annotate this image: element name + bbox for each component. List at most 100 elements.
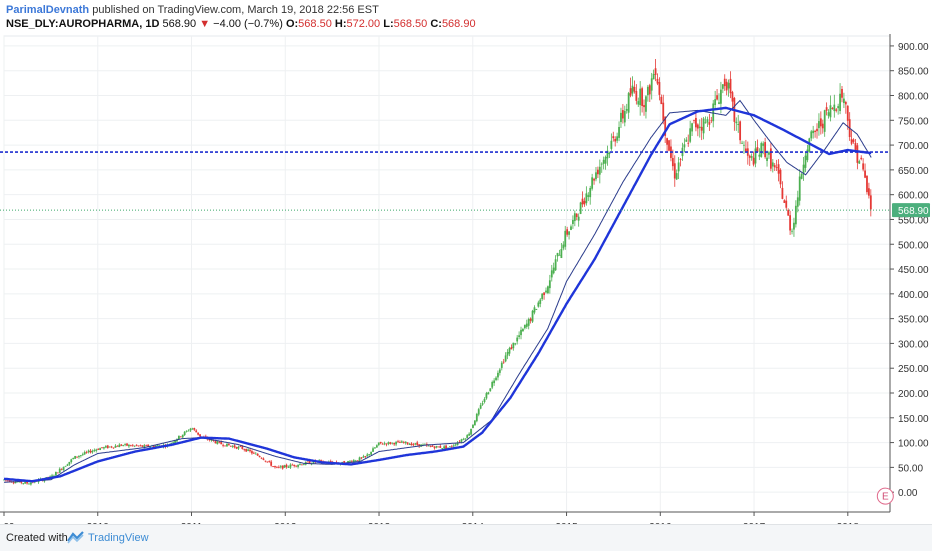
candle-body	[458, 441, 461, 443]
candle-body	[210, 439, 213, 441]
candle-body	[495, 377, 497, 380]
candle	[512, 342, 515, 351]
y-tick-label: 700.00	[898, 141, 929, 152]
candle-body	[95, 449, 98, 451]
candle	[794, 200, 797, 228]
publish-info: ParimalDevnath published on TradingView.…	[6, 3, 379, 17]
candle-body	[233, 445, 236, 448]
dividend-marker-circle[interactable]	[876, 487, 894, 505]
candle	[464, 438, 467, 441]
candle-body	[641, 88, 644, 106]
candle-body	[427, 445, 430, 447]
candle	[810, 129, 813, 142]
candle-body	[621, 110, 624, 119]
candle	[506, 349, 509, 360]
candle-body	[760, 143, 763, 157]
candle	[614, 136, 617, 147]
candle-body	[602, 159, 605, 164]
candle	[531, 309, 534, 324]
candle-body	[235, 446, 238, 449]
candle-body	[247, 449, 249, 451]
candle	[385, 443, 388, 447]
candle-body	[752, 157, 755, 165]
candle	[516, 335, 519, 345]
candle-body	[581, 198, 584, 205]
dividend-marker[interactable]: E	[876, 487, 894, 505]
candle-body	[789, 215, 792, 231]
candle-body	[395, 441, 397, 445]
candle	[449, 446, 451, 448]
candle-body	[818, 121, 820, 129]
candle-body	[93, 450, 96, 451]
candle-body	[393, 442, 396, 445]
candle-body	[377, 442, 380, 445]
candle-body	[301, 464, 303, 466]
candle-body	[191, 428, 194, 430]
candle	[779, 168, 782, 189]
candle-body	[245, 449, 248, 452]
candle-body	[241, 446, 244, 449]
candle	[666, 137, 668, 153]
candle-body	[103, 447, 105, 449]
open-value: 568.50	[298, 18, 332, 30]
candle	[798, 169, 801, 206]
candle-body	[24, 481, 27, 484]
candle-body	[687, 142, 690, 144]
candle-body	[249, 449, 251, 452]
candle-body	[589, 188, 592, 198]
candle	[249, 448, 251, 453]
candle	[789, 210, 792, 235]
time-axis[interactable]: 09201020112012201320142015201620172018	[0, 511, 890, 533]
candle-body	[239, 445, 242, 447]
candle-body	[566, 229, 569, 235]
candle	[671, 149, 674, 171]
candle-body	[769, 148, 772, 169]
candle	[545, 287, 547, 294]
candle-body	[714, 99, 717, 106]
candle-body	[281, 465, 284, 469]
candle-body	[391, 442, 394, 444]
candle	[589, 185, 592, 205]
candle-body	[285, 464, 288, 468]
candle-body	[598, 166, 601, 175]
candle-body	[362, 456, 365, 458]
chart-area[interactable]: 0.00 50.00 100.00 150.00 200.00 250.00 300.00 3…	[0, 34, 932, 533]
last-price-badge[interactable]: 568.90	[892, 203, 930, 218]
candle-body	[597, 169, 599, 175]
candle	[299, 462, 301, 466]
candle	[633, 80, 636, 94]
candle	[256, 453, 259, 456]
candle-body	[302, 464, 305, 466]
candle-body	[143, 445, 146, 447]
y-tick-label: 800.00	[898, 92, 929, 103]
candle	[185, 430, 188, 433]
candle	[621, 104, 624, 124]
tradingview-logo-icon[interactable]	[67, 530, 85, 544]
candle-body	[610, 140, 613, 149]
candle-body	[600, 163, 603, 165]
candle-body	[295, 465, 298, 467]
candle-body	[695, 117, 697, 128]
candle	[814, 129, 816, 138]
price-chart[interactable]: 0.00 50.00 100.00 150.00 200.00 250.00 300.00 3…	[0, 34, 932, 533]
candle	[802, 157, 805, 181]
candle-body	[616, 136, 619, 141]
candle	[752, 151, 755, 167]
tradingview-brand-link[interactable]: TradingView	[88, 532, 149, 544]
candle-body	[543, 292, 545, 296]
candle-body	[26, 481, 28, 484]
candle	[375, 444, 378, 448]
candle-body	[643, 105, 645, 108]
author-link[interactable]: ParimalDevnath	[6, 4, 90, 16]
candle	[579, 201, 582, 215]
candle-body	[520, 329, 522, 336]
candle-body	[539, 299, 542, 304]
price-axis[interactable]: 0.00 50.00 100.00 150.00 200.00 250.00 300.00 3…	[889, 34, 930, 512]
candle-body	[118, 444, 121, 448]
candle	[487, 391, 490, 395]
candle-body	[698, 126, 701, 128]
candle-body	[825, 107, 828, 111]
dividend-marker-label[interactable]: E	[882, 492, 889, 503]
candle-body	[274, 465, 276, 468]
candle-body	[183, 431, 186, 436]
